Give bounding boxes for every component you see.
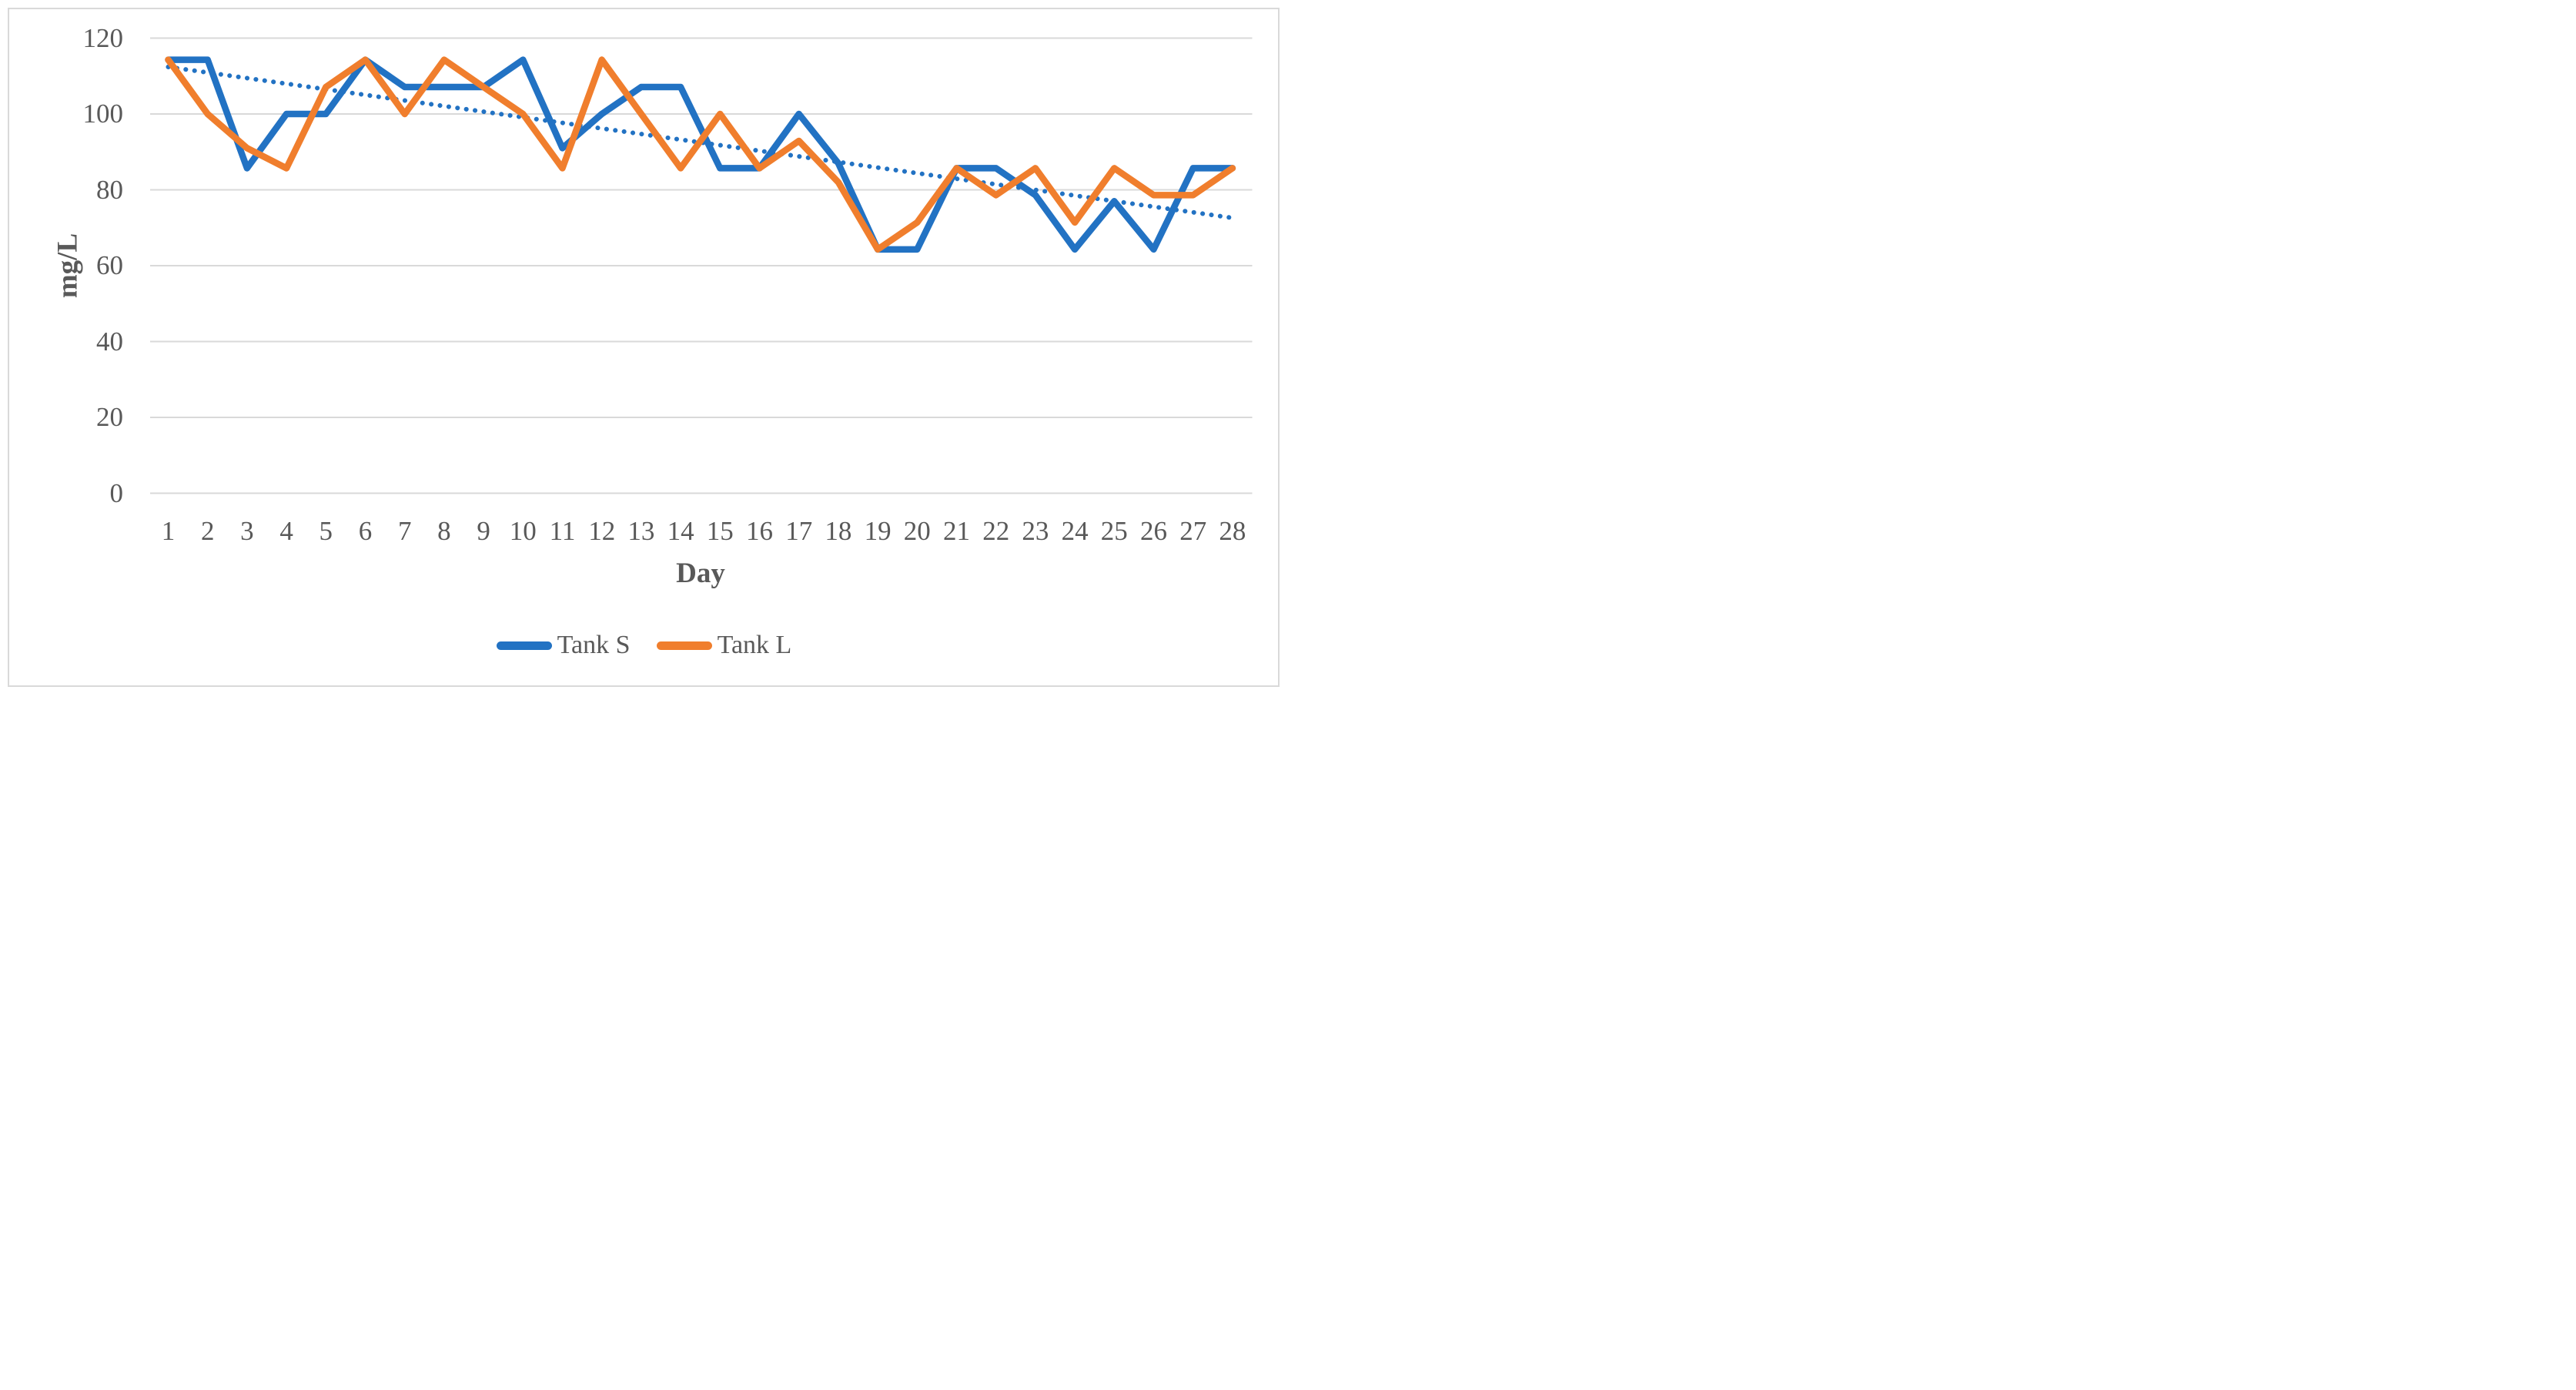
y-tick-label-80: 80 bbox=[96, 174, 123, 205]
x-tick-label-4: 4 bbox=[279, 516, 293, 546]
y-tick-label-60: 60 bbox=[96, 250, 123, 280]
x-tick-label-28: 28 bbox=[1219, 516, 1246, 546]
x-tick-label-21: 21 bbox=[943, 516, 970, 546]
x-tick-label-5: 5 bbox=[319, 516, 333, 546]
x-tick-label-18: 18 bbox=[825, 516, 852, 546]
y-tick-label-120: 120 bbox=[82, 22, 124, 53]
x-tick-label-15: 15 bbox=[706, 516, 734, 546]
x-tick-label-19: 19 bbox=[864, 516, 892, 546]
tank-l-swatch bbox=[656, 641, 712, 650]
plot-area bbox=[150, 37, 1253, 494]
chart-figure: 0 20 40 60 80 100 120 1 2 3 4 5 6 7 8 9 10 11 12 13 14 15 16 1… bbox=[0, 0, 1288, 695]
tank-l-line bbox=[165, 56, 1236, 253]
legend-item-tank-s: Tank S bbox=[496, 630, 631, 661]
x-tick-label-9: 9 bbox=[477, 516, 490, 546]
x-tick-label-2: 2 bbox=[200, 516, 215, 546]
y-axis-title: mg/L bbox=[52, 233, 84, 299]
y-tick-label-20: 20 bbox=[96, 402, 123, 432]
tank-s-line bbox=[165, 56, 1236, 253]
x-tick-label-1: 1 bbox=[161, 516, 176, 546]
y-tick-label-40: 40 bbox=[96, 326, 123, 357]
x-tick-label-16: 16 bbox=[746, 516, 773, 546]
x-tick-label-13: 13 bbox=[627, 516, 655, 546]
x-tick-label-3: 3 bbox=[240, 516, 254, 546]
x-tick-label-25: 25 bbox=[1100, 516, 1128, 546]
x-tick-label-23: 23 bbox=[1022, 516, 1049, 546]
y-tick-label-0: 0 bbox=[109, 477, 124, 508]
tank-s-legend-label: Tank S bbox=[557, 631, 631, 659]
x-tick-label-8: 8 bbox=[437, 516, 451, 546]
x-tick-label-6: 6 bbox=[358, 516, 373, 546]
tank-l-legend-label: Tank L bbox=[717, 631, 792, 659]
x-tick-label-7: 7 bbox=[397, 516, 412, 546]
x-tick-label-17: 17 bbox=[785, 516, 813, 546]
x-tick-label-12: 12 bbox=[588, 516, 616, 546]
x-tick-label-10: 10 bbox=[509, 516, 537, 546]
x-tick-label-24: 24 bbox=[1061, 516, 1089, 546]
legend: Tank S Tank L bbox=[0, 630, 1288, 661]
tank-s-swatch bbox=[496, 641, 552, 650]
x-tick-label-27: 27 bbox=[1179, 516, 1207, 546]
x-tick-label-20: 20 bbox=[903, 516, 931, 546]
y-tick-label-100: 100 bbox=[82, 99, 124, 129]
x-tick-label-22: 22 bbox=[982, 516, 1010, 546]
x-tick-label-26: 26 bbox=[1140, 516, 1167, 546]
x-tick-label-11: 11 bbox=[549, 516, 576, 546]
x-tick-label-14: 14 bbox=[667, 516, 694, 546]
legend-item-tank-l: Tank L bbox=[656, 630, 792, 661]
x-axis-title: Day bbox=[676, 558, 725, 589]
